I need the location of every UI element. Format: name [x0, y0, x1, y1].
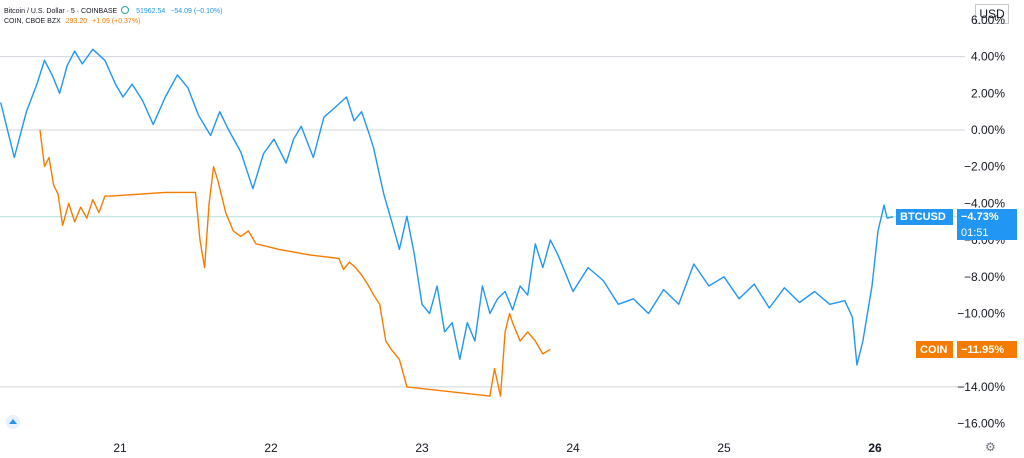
x-tick-label: 22: [264, 441, 278, 455]
legend-btc-price: 51962.54: [136, 8, 166, 15]
x-tick-label: 25: [717, 441, 731, 455]
legend-coin: COIN, CBOE BZX 293.20 +1.09 (+0.37%): [4, 18, 140, 25]
x-tick-label: 24: [566, 441, 580, 455]
y-tick-label: 6.00%: [971, 13, 1005, 27]
legend-coin-symbol: COIN, CBOE BZX: [4, 18, 61, 25]
legend-coin-price: 293.20: [65, 18, 88, 25]
y-tick-label: 4.00%: [971, 50, 1005, 64]
x-tick-label: 21: [113, 441, 127, 455]
badge-btc-value: −4.73%: [957, 209, 1017, 225]
legend-btc-symbol: Bitcoin / U.S. Dollar · 5 · COINBASE: [4, 8, 118, 15]
series-line-coin: [39, 129, 551, 397]
y-tick-label: 0.00%: [971, 123, 1005, 137]
y-tick-label: −14.00%: [957, 380, 1005, 394]
gear-icon[interactable]: ⚙: [985, 440, 996, 454]
legend-coin-change: +1.09 (+0.37%): [92, 18, 141, 25]
y-tick-label: −16.00%: [957, 417, 1005, 431]
y-tick-label: −2.00%: [964, 160, 1005, 174]
badge-coin-name: COIN: [916, 341, 953, 358]
y-tick-label: −8.00%: [964, 270, 1005, 284]
y-tick-label: −10.00%: [957, 307, 1005, 321]
y-tick-label: −4.00%: [964, 196, 1005, 210]
x-tick-label: 23: [415, 441, 429, 455]
legend-btc-change: −54.09 (−0.10%): [170, 8, 223, 15]
legend-btc: Bitcoin / U.S. Dollar · 5 · COINBASE 519…: [4, 5, 222, 15]
series-line-btcusd: [0, 48, 894, 366]
badge-coin-value: −11.95%: [957, 341, 1017, 358]
tradingview-logo-icon[interactable]: [6, 415, 20, 429]
y-tick-label: 2.00%: [971, 86, 1005, 100]
currency-button[interactable]: USD: [975, 4, 1009, 24]
badge-btc-name: BTCUSD: [896, 209, 953, 225]
x-tick-label: 26: [868, 441, 882, 455]
market-status-dot-icon: [121, 6, 130, 14]
badge-btc-countdown: 01:51: [957, 225, 1017, 240]
